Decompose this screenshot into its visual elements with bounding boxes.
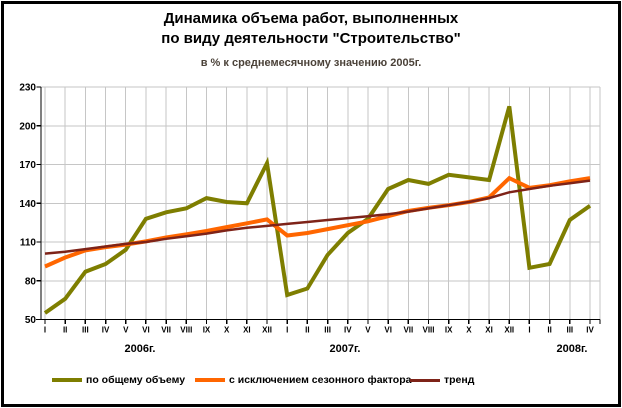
chart-title-line-1: Динамика объема работ, выполненных <box>163 10 459 27</box>
svg-text:IX: IX <box>445 326 453 335</box>
svg-text:II: II <box>63 326 67 335</box>
legend-swatch-total-volume <box>52 378 82 382</box>
x-axis-month-labels: I II III IV V VI VII VIII IX X XI XII I II III IV V VI VII… <box>44 326 595 335</box>
svg-text:230: 230 <box>19 83 36 94</box>
trend-line <box>44 179 591 255</box>
svg-text:XII: XII <box>504 326 514 335</box>
total-volume-line <box>43 105 592 315</box>
y-axis-labels: 230 200 170 140 110 80 50 <box>19 83 36 327</box>
svg-text:170: 170 <box>19 160 36 171</box>
svg-text:VII: VII <box>403 326 413 335</box>
chart-title-line-2: по виду деятельности "Строительство" <box>161 30 461 47</box>
svg-text:VIII: VIII <box>180 326 192 335</box>
svg-text:III: III <box>82 326 89 335</box>
svg-text:VII: VII <box>161 326 171 335</box>
legend-item-seasonally-adjusted: с исключением сезонного фактора <box>195 368 411 392</box>
legend-swatch-trend <box>410 378 440 382</box>
svg-text:IV: IV <box>102 326 110 335</box>
legend-item-total-volume: по общему объему <box>52 368 185 392</box>
legend-label-seasonally-adjusted: с исключением сезонного фактора <box>229 374 412 386</box>
legend-swatch-seasonally-adjusted <box>195 378 225 382</box>
svg-text:XII: XII <box>262 326 272 335</box>
svg-text:110: 110 <box>20 238 37 249</box>
gridlines <box>41 86 601 320</box>
svg-text:II: II <box>305 326 309 335</box>
chart-title: Динамика объема работ, выполненных по ви… <box>0 9 622 49</box>
axes <box>36 86 601 324</box>
svg-text:IX: IX <box>203 326 211 335</box>
svg-text:X: X <box>224 326 230 335</box>
svg-text:VI: VI <box>384 326 392 335</box>
svg-text:XI: XI <box>243 326 251 335</box>
svg-text:V: V <box>123 326 129 335</box>
svg-text:IV: IV <box>586 326 594 335</box>
svg-text:2006г.: 2006г. <box>124 343 155 355</box>
chart-legend: по общему объему с исключением сезонного… <box>0 368 622 392</box>
chart-subtitle: в % к среднемесячному значению 2005г. <box>200 57 422 69</box>
svg-text:V: V <box>365 326 371 335</box>
legend-label-total-volume: по общему объему <box>86 374 186 386</box>
svg-text:XI: XI <box>485 326 493 335</box>
svg-text:III: III <box>324 326 331 335</box>
svg-text:200: 200 <box>19 121 36 132</box>
svg-text:II: II <box>547 326 551 335</box>
svg-text:IV: IV <box>344 326 352 335</box>
svg-text:I: I <box>286 326 288 335</box>
svg-text:VIII: VIII <box>423 326 435 335</box>
svg-text:I: I <box>44 326 46 335</box>
svg-text:VI: VI <box>142 326 150 335</box>
svg-text:2008г.: 2008г. <box>556 343 587 355</box>
svg-text:50: 50 <box>25 315 37 326</box>
svg-text:80: 80 <box>25 276 37 287</box>
x-axis-year-labels: 2006г. 2007г. 2008г. <box>124 343 587 355</box>
svg-text:2007г.: 2007г. <box>329 343 360 355</box>
svg-text:I: I <box>528 326 530 335</box>
svg-text:III: III <box>566 326 573 335</box>
svg-text:X: X <box>466 326 472 335</box>
legend-label-trend: тренд <box>444 374 475 386</box>
legend-item-trend: тренд <box>410 368 474 392</box>
svg-text:140: 140 <box>19 199 36 210</box>
